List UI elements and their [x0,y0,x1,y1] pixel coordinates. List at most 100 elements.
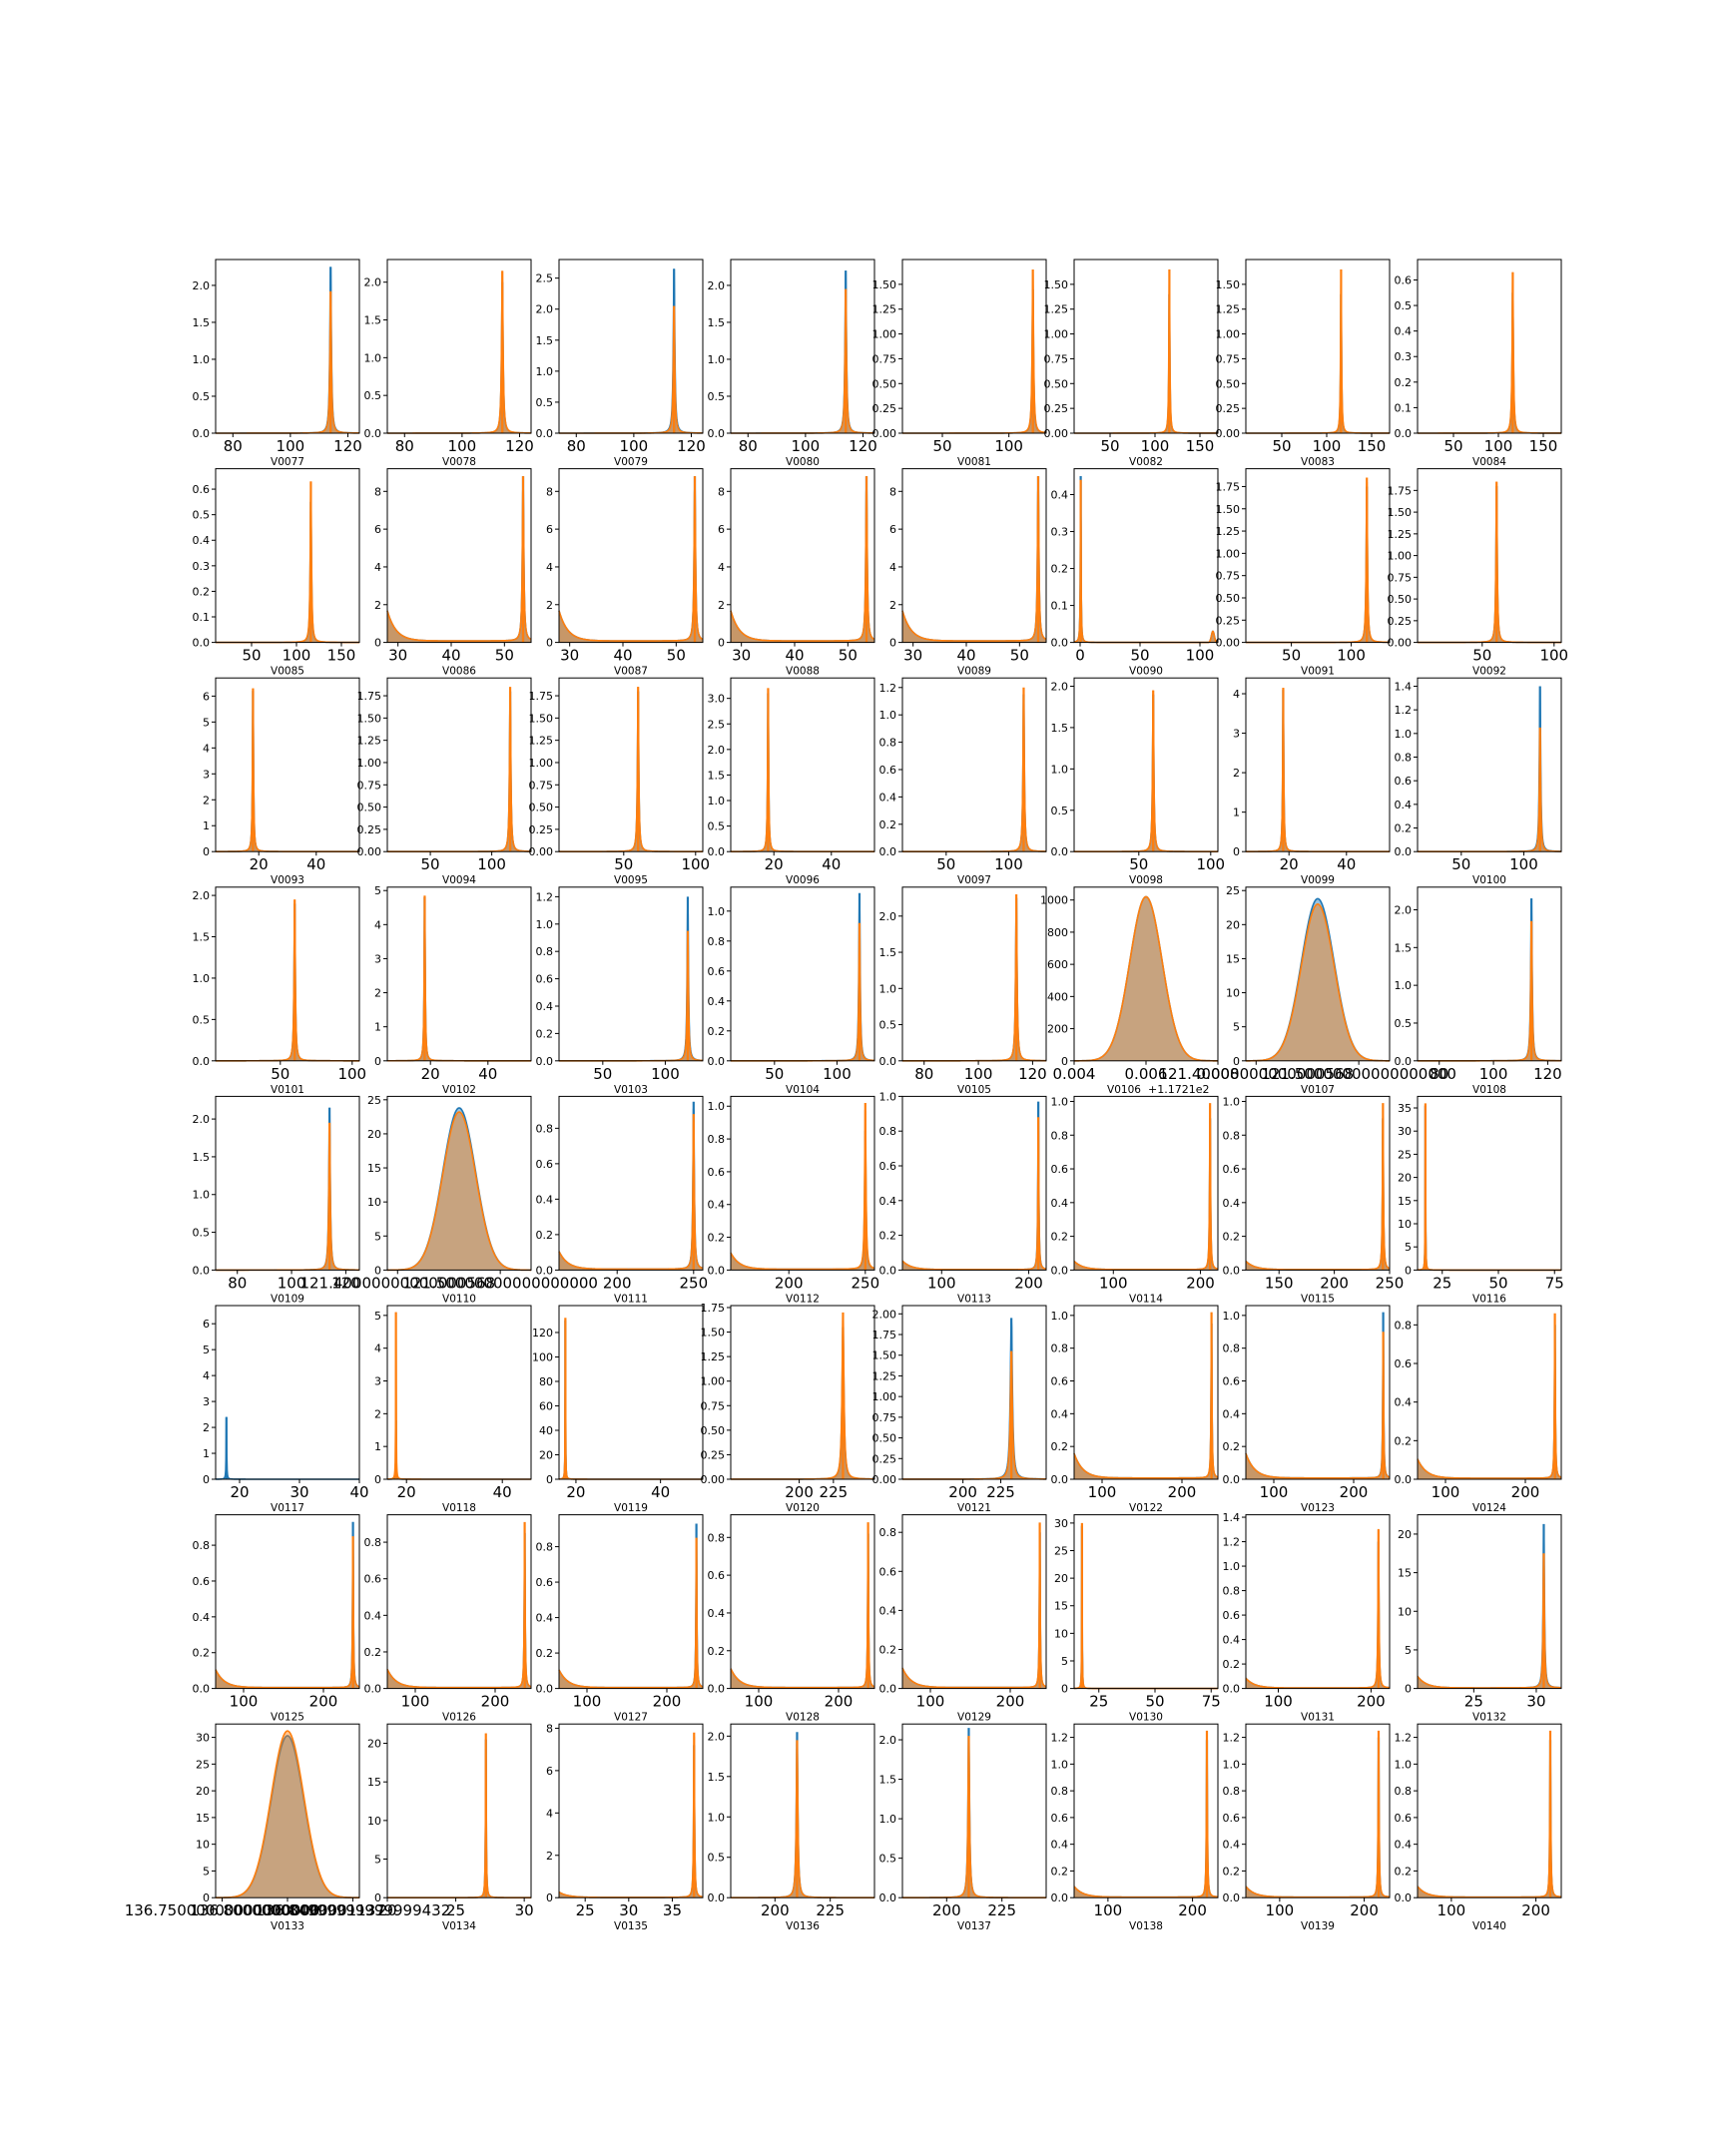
blue-series-line [559,898,704,1062]
y-tick-label: 0.8 [1223,1785,1241,1798]
orange-series-area [559,305,703,433]
y-tick-label: 4 [203,742,210,755]
histogram-panel: 0 2 4 6 8 30 40 50 V0086 [374,468,532,678]
orange-series-line [730,1109,875,1271]
x-tick-label: 40 [956,647,975,665]
y-tick-label: 0 [718,637,725,650]
y-tick-label: 0.6 [879,1160,897,1173]
x-tick-label: 136.84999999999999432 [256,1901,451,1919]
x-tick-label: 0.006 [1125,1065,1168,1083]
x-tick-label: 50 [932,437,951,455]
x-tick-label: 30 [903,647,922,665]
histogram-panel: 0.0 0.2 0.4 0.6 0.8 1.0 1.2 100 200 V0139 [1223,1723,1391,1932]
panel-xlabel: V0123 [1301,1502,1335,1514]
y-tick-label: 4 [546,1807,553,1820]
y-tick-label: 0.4 [536,1193,554,1206]
x-tick-label: 121.40000000000000568 [299,1274,495,1292]
blue-series-line [901,1535,1047,1689]
y-tick-label: 2 [546,1850,553,1863]
y-tick-label: 1.0 [1223,1095,1241,1108]
panel-xlabel: V0131 [1301,1712,1335,1724]
orange-series-area [216,688,359,852]
y-tick-label: 4 [203,1369,210,1382]
blue-series-line [731,1736,874,1898]
y-tick-label: 0 [203,845,210,858]
x-tick-label: 50 [936,855,955,873]
panel-xlabel: V0087 [614,666,648,678]
y-tick-label: 8 [374,485,381,498]
x-tick-label: 50 [1272,437,1291,455]
y-tick-label: 1.0 [1223,1758,1241,1771]
y-tick-label: 0.0 [1223,1683,1241,1696]
y-tick-label: 0.8 [1223,1343,1241,1355]
y-tick-label: 10 [1398,1605,1412,1618]
orange-series-area [387,1112,531,1271]
x-tick-label: 150 [1186,437,1215,455]
orange-series-line [387,1111,531,1272]
orange-series-area [1074,1105,1218,1271]
x-tick-label: 50 [242,647,261,665]
orange-series-line [902,1739,1046,1898]
histogram-panel: 0.0 0.5 1.0 1.5 2.0 80 100 120 V0105 [879,886,1047,1096]
y-tick-label: 3 [203,768,210,781]
x-tick-label: 25 [1089,1693,1108,1711]
x-tick-label: 80 [224,437,243,455]
orange-series-area [1418,920,1561,1061]
y-tick-label: 0 [1061,1055,1068,1068]
blue-series-line [558,1361,703,1480]
y-tick-label: 0.6 [193,1575,211,1588]
axes-frame [386,1095,532,1271]
y-tick-label: 1.0 [1051,1758,1069,1771]
blue-series-area [1246,1749,1390,1898]
y-tick-label: 4 [889,561,896,574]
y-tick-label: 2.0 [1395,903,1413,916]
histogram-panel: 0.0 0.5 1.0 1.5 2.0 80 100 120 V0078 [364,259,534,468]
y-tick-label: 0.00 [357,845,382,858]
y-tick-label: 1.5 [879,1774,897,1787]
x-tick-label: 40 [613,647,632,665]
blue-series-area [1074,1531,1218,1689]
y-tick-label: 1.5 [1051,722,1069,735]
y-tick-label: 0.8 [708,1531,726,1544]
orange-series-line [216,481,359,644]
histogram-panel: 0.0 0.2 0.4 0.6 0.8 100 200 V0127 [536,1514,704,1724]
axes-frame [558,1723,704,1898]
blue-series-area [216,1107,359,1271]
y-tick-label: 0.0 [879,1264,897,1277]
blue-series-line [1073,1531,1218,1690]
y-tick-label: 1.5 [364,314,382,327]
orange-series-line [1417,1109,1561,1272]
panel-xlabel: V0127 [614,1712,648,1724]
y-tick-label: 800 [1047,926,1068,939]
x-tick-label: 200 [653,1693,682,1711]
x-tick-label: 100 [1094,1901,1123,1919]
axes-frame [386,1723,532,1898]
x-tick-label: 100 [1196,855,1225,873]
y-tick-label: 1 [374,1440,381,1453]
x-tick-label: 40 [478,1065,497,1083]
y-tick-label: 4 [374,561,381,574]
x-tick-label: 50 [495,647,514,665]
x-tick-label: 100 [620,437,649,455]
panel-xlabel: V0132 [1472,1712,1506,1724]
orange-series-area [387,1525,531,1689]
axes-frame [386,886,532,1062]
panel-xlabel: V0120 [786,1502,820,1514]
y-tick-label: 0.50 [1044,377,1069,390]
y-tick-label: 0.00 [1388,637,1413,650]
y-tick-label: 2.0 [193,1113,211,1126]
y-tick-label: 0.4 [364,1609,382,1622]
panel-xlabel: V0098 [1129,874,1163,886]
blue-series-line [731,1329,875,1480]
x-offset-label: +1.1721e2 [1148,1083,1209,1096]
y-tick-label: 0.2 [364,1646,382,1659]
histogram-panel: 0.0 0.2 0.4 0.6 0.8 1.0 100 200 V0113 [879,1090,1047,1305]
x-tick-label: 100 [337,1065,366,1083]
y-tick-label: 1.25 [529,735,554,748]
y-tick-label: 0.0 [1051,1891,1069,1904]
blue-series-area [559,691,703,852]
x-tick-label: 30 [289,1483,308,1501]
